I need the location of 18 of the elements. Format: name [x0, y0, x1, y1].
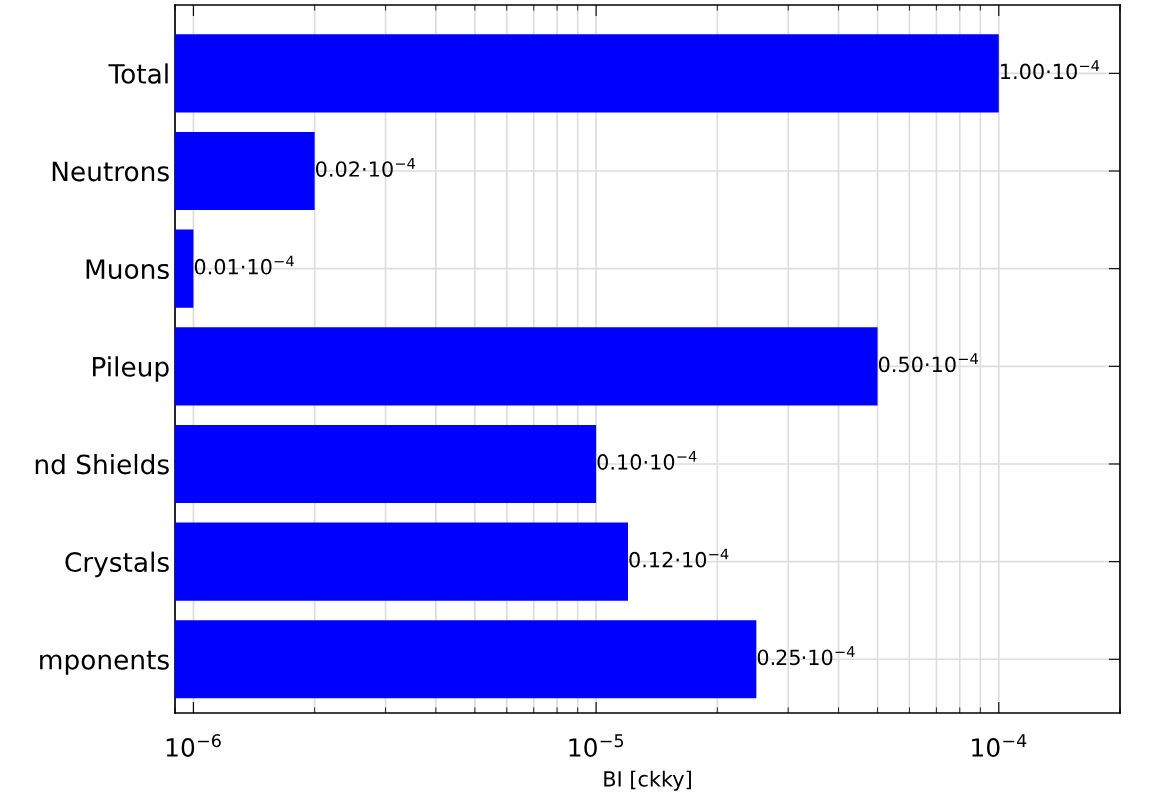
x-tick-label: 10$^{−5}$ — [569, 734, 624, 757]
data-label: 0.25·10$^{−4}$ — [757, 646, 855, 666]
x-axis-title: BI [ckky] — [604, 770, 691, 791]
data-label: 0.50·10$^{−4}$ — [878, 353, 978, 373]
y-tick-label: Pileup — [93, 356, 169, 382]
y-tick-label: Crystals — [65, 551, 169, 578]
x-tick-label: 10$^{−6}$ — [166, 734, 221, 757]
data-label: 0.02·10$^{−4}$ — [316, 158, 416, 177]
y-tick-label: Muons — [86, 259, 169, 280]
y-tick-label: nd Shields — [35, 453, 169, 475]
data-label: 0.10·10$^{−4}$ — [597, 450, 697, 470]
x-tick-label: 10$^{−4}$ — [972, 734, 1027, 757]
data-label: 0.01·10$^{−4}$ — [194, 255, 294, 275]
data-label: 0.12·10$^{−4}$ — [629, 548, 729, 568]
y-tick-label: Neutrons — [52, 161, 169, 182]
y-tick-label: Total — [108, 63, 168, 84]
y-tick-label: mponents — [40, 650, 169, 675]
data-label: 1.00·10$^{−4}$ — [1001, 60, 1100, 80]
